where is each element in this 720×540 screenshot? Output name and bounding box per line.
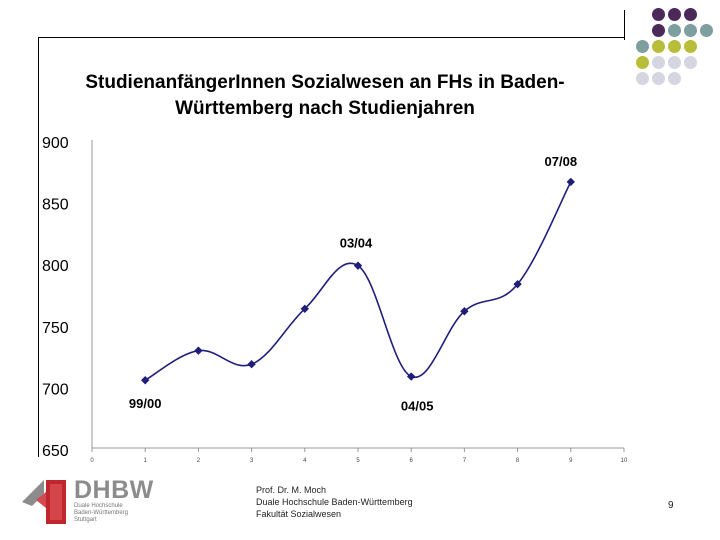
logo-sub-line1: Duale Hochschule bbox=[74, 503, 123, 509]
x-tick-label: 4 bbox=[303, 458, 307, 464]
data-label: 03/04 bbox=[340, 236, 373, 251]
page-number: 9 bbox=[668, 500, 674, 511]
dhbw-logo-text: DHBW bbox=[74, 476, 154, 504]
y-tick-label: 850 bbox=[42, 197, 69, 214]
data-point-marker bbox=[141, 376, 150, 385]
decor-dot bbox=[636, 40, 649, 53]
x-tick-label: 5 bbox=[356, 458, 360, 464]
x-tick-label: 8 bbox=[516, 458, 520, 464]
logo-sub-line2: Baden-Württemberg bbox=[74, 510, 129, 516]
data-label: 99/00 bbox=[129, 396, 162, 411]
data-point-marker bbox=[194, 346, 203, 355]
slide-footer: Prof. Dr. M. Moch Duale Hochschule Baden… bbox=[256, 484, 413, 520]
data-point-marker bbox=[353, 261, 363, 270]
decor-dot bbox=[684, 56, 697, 69]
decor-dot bbox=[668, 56, 681, 69]
decor-dot bbox=[668, 8, 681, 21]
decor-dot bbox=[652, 72, 665, 85]
x-tick-label: 7 bbox=[463, 458, 467, 464]
decor-dot bbox=[636, 72, 649, 85]
x-tick-label: 9 bbox=[569, 458, 573, 464]
decor-dot bbox=[700, 24, 713, 37]
x-tick-label: 3 bbox=[250, 458, 254, 464]
slide-frame-vertical-line bbox=[624, 10, 625, 40]
chart-title: StudienanfängerInnen Sozialwesen an FHs … bbox=[85, 72, 565, 119]
y-tick-label: 900 bbox=[42, 135, 69, 152]
data-point-marker bbox=[407, 372, 416, 381]
footer-institution: Duale Hochschule Baden-Württemberg bbox=[256, 497, 413, 507]
x-tick-label: 2 bbox=[197, 458, 201, 464]
data-label: 07/08 bbox=[545, 154, 578, 169]
decor-dot bbox=[636, 56, 649, 69]
decor-dot bbox=[652, 40, 665, 53]
y-tick-label: 750 bbox=[42, 320, 69, 337]
logo-sub-line3: Stuttgart bbox=[74, 517, 97, 523]
x-tick-label: 0 bbox=[90, 458, 94, 464]
footer-author: Prof. Dr. M. Moch bbox=[256, 485, 327, 495]
footer-faculty: Fakultät Sozialwesen bbox=[256, 509, 342, 519]
y-tick-label: 800 bbox=[42, 258, 69, 275]
x-tick-label: 6 bbox=[410, 458, 414, 464]
data-point-marker bbox=[460, 307, 469, 316]
data-point-marker bbox=[300, 304, 309, 313]
series-line bbox=[144, 181, 572, 381]
y-tick-label: 650 bbox=[42, 443, 69, 460]
data-point-marker bbox=[247, 360, 256, 369]
decor-dot bbox=[652, 56, 665, 69]
decor-dot bbox=[668, 24, 681, 37]
decor-dot bbox=[684, 40, 697, 53]
y-tick-label: 700 bbox=[42, 381, 69, 398]
x-tick-label: 10 bbox=[621, 458, 628, 464]
x-tick-label: 1 bbox=[144, 458, 148, 464]
data-label: 04/05 bbox=[401, 399, 434, 414]
decorative-dot-grid bbox=[636, 8, 720, 120]
slide-frame-left-line bbox=[38, 37, 39, 457]
decor-dot bbox=[668, 40, 681, 53]
decor-dot bbox=[668, 72, 681, 85]
decor-dot bbox=[652, 8, 665, 21]
slide-frame-top-line bbox=[38, 37, 624, 38]
decor-dot bbox=[684, 8, 697, 21]
dhbw-logo-mark-icon bbox=[22, 480, 66, 524]
dhbw-logo bbox=[22, 474, 152, 530]
data-point-marker bbox=[513, 279, 522, 289]
decor-dot bbox=[652, 24, 665, 37]
decor-dot bbox=[684, 24, 697, 37]
data-point-marker bbox=[566, 177, 575, 187]
dhbw-logo-subtitle: Duale Hochschule Baden-Württemberg Stutt… bbox=[74, 503, 128, 524]
